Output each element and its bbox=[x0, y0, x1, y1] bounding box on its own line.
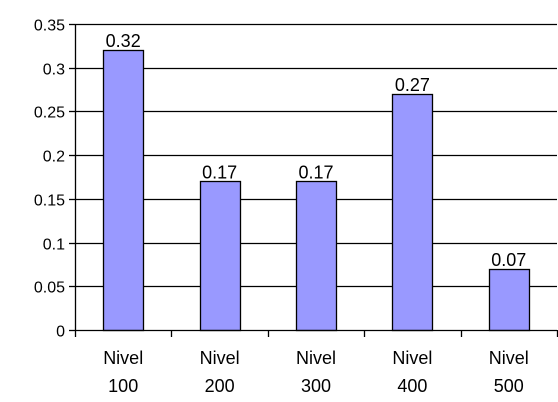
y-tick-label: 0.3 bbox=[43, 62, 65, 79]
data-label: 0.07 bbox=[491, 250, 526, 270]
y-tick-label: 0 bbox=[56, 324, 65, 341]
x-tick-label-line: 100 bbox=[108, 376, 138, 396]
x-tick-label: Nivel 500 bbox=[489, 348, 529, 396]
bar bbox=[391, 93, 434, 332]
data-label: 0.32 bbox=[106, 31, 141, 51]
bars bbox=[102, 49, 531, 332]
data-label: 0.17 bbox=[202, 162, 237, 182]
bar bbox=[102, 49, 145, 332]
x-tick-label-line: 400 bbox=[397, 376, 427, 396]
y-tick-label: 0.15 bbox=[34, 193, 65, 210]
bar bbox=[488, 268, 531, 332]
x-tick-label-line: Nivel bbox=[296, 348, 336, 368]
x-tick-label: Nivel 200 bbox=[200, 348, 240, 396]
x-tick-label-line: Nivel bbox=[200, 348, 240, 368]
data-label: 0.27 bbox=[395, 75, 430, 95]
x-tick-label-line: 500 bbox=[494, 376, 524, 396]
x-tick-label-line: 300 bbox=[301, 376, 331, 396]
axes: 0 0.05 0.1 0.15 0.2 0.25 0.3 0.35 Nivel 100 Nivel 2… bbox=[34, 18, 558, 396]
x-tick-label-line: Nivel bbox=[489, 348, 529, 368]
x-tick-label-line: Nivel bbox=[392, 348, 432, 368]
x-tick-label: Nivel 300 bbox=[296, 348, 336, 396]
x-tick-label-line: Nivel bbox=[103, 348, 143, 368]
y-tick-label: 0.1 bbox=[43, 237, 65, 254]
data-labels: 0.32 0.17 0.17 0.27 0.07 bbox=[106, 31, 527, 270]
x-tick-label: Nivel 100 bbox=[103, 348, 143, 396]
x-tick-label-line: 200 bbox=[205, 376, 235, 396]
bar bbox=[199, 180, 242, 332]
y-tick-label: 0.2 bbox=[43, 149, 65, 166]
bar bbox=[295, 180, 338, 332]
y-tick-label: 0.25 bbox=[34, 105, 65, 122]
y-tick-label: 0.35 bbox=[34, 18, 65, 35]
x-tick-label: Nivel 400 bbox=[392, 348, 432, 396]
y-tick-label: 0.05 bbox=[34, 280, 65, 297]
data-label: 0.17 bbox=[298, 162, 333, 182]
